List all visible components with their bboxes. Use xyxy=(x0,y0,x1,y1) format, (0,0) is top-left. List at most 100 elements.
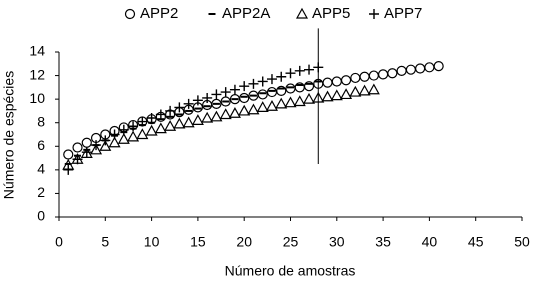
point xyxy=(174,102,185,113)
point xyxy=(358,84,371,96)
x-tick-label: 45 xyxy=(468,234,484,250)
x-tick-label: 50 xyxy=(514,234,530,250)
y-tick-label: 14 xyxy=(29,43,45,59)
x-tick-label: 40 xyxy=(422,234,438,250)
point xyxy=(284,96,297,108)
point xyxy=(378,69,389,80)
point xyxy=(285,68,296,79)
point xyxy=(322,77,333,88)
point xyxy=(127,130,140,142)
point xyxy=(81,147,92,158)
point xyxy=(220,87,231,98)
x-axis-title: Número de amostras xyxy=(225,263,356,279)
point xyxy=(415,63,426,74)
y-tick-label: 8 xyxy=(37,113,45,129)
point xyxy=(367,83,380,95)
legend-label: APP7 xyxy=(384,5,422,22)
point xyxy=(145,124,158,136)
point xyxy=(165,105,176,116)
point xyxy=(164,120,177,131)
point xyxy=(191,114,204,125)
y-tick-label: 2 xyxy=(37,184,45,200)
point xyxy=(173,117,186,129)
point xyxy=(265,99,278,111)
point xyxy=(276,71,287,82)
point xyxy=(201,111,214,123)
y-tick-label: 10 xyxy=(29,90,45,106)
point xyxy=(256,101,269,112)
point xyxy=(359,71,370,82)
point xyxy=(293,95,306,107)
point xyxy=(146,113,157,123)
x-tick-label: 5 xyxy=(101,234,109,250)
x-tick-label: 20 xyxy=(236,234,252,250)
x-tick-label: 0 xyxy=(55,234,63,250)
point xyxy=(424,62,435,73)
point xyxy=(109,129,120,140)
point xyxy=(108,136,121,148)
point xyxy=(257,76,268,87)
point xyxy=(294,65,305,76)
point xyxy=(330,89,343,101)
point xyxy=(182,116,195,128)
legend-label: APP2A xyxy=(222,5,270,22)
point xyxy=(349,85,362,97)
point xyxy=(304,64,315,75)
point xyxy=(137,116,148,127)
point xyxy=(100,135,111,146)
point xyxy=(340,88,353,100)
point xyxy=(239,81,250,92)
point xyxy=(248,78,259,89)
legend-label: APP5 xyxy=(312,5,350,22)
point xyxy=(275,97,288,109)
point xyxy=(210,110,223,122)
point xyxy=(219,108,232,120)
point xyxy=(257,89,268,100)
point xyxy=(99,140,112,151)
point xyxy=(91,140,102,151)
y-tick-label: 4 xyxy=(37,161,45,177)
point xyxy=(238,104,251,116)
point xyxy=(117,132,130,144)
point xyxy=(321,90,334,102)
point xyxy=(405,64,416,75)
point xyxy=(396,65,407,76)
point xyxy=(229,84,240,95)
point xyxy=(72,154,83,165)
point xyxy=(303,92,316,104)
point xyxy=(72,142,83,153)
point xyxy=(247,103,260,115)
legend-marker xyxy=(124,8,136,20)
point xyxy=(211,89,222,100)
legend-marker xyxy=(295,7,309,19)
x-tick-label: 15 xyxy=(190,234,206,250)
point xyxy=(154,122,167,134)
point xyxy=(155,109,166,120)
point xyxy=(183,98,194,109)
point xyxy=(266,74,277,85)
point xyxy=(331,76,342,87)
x-tick-label: 35 xyxy=(375,234,391,250)
legend-label: APP2 xyxy=(140,5,178,22)
point xyxy=(81,137,92,148)
point xyxy=(340,75,352,86)
point xyxy=(239,92,250,104)
point xyxy=(63,164,74,175)
point xyxy=(368,70,379,81)
point xyxy=(303,81,315,92)
point xyxy=(118,124,129,135)
point xyxy=(228,107,241,118)
point xyxy=(202,92,213,103)
y-tick-label: 12 xyxy=(29,66,45,82)
y-axis-title: Número de espécies xyxy=(1,71,17,199)
point xyxy=(90,143,103,155)
point xyxy=(192,95,203,106)
point xyxy=(350,72,361,84)
y-tick-label: 6 xyxy=(37,137,45,153)
x-tick-label: 25 xyxy=(283,234,299,250)
point xyxy=(136,128,149,140)
point xyxy=(433,61,444,72)
point xyxy=(285,83,296,94)
point xyxy=(128,121,139,132)
